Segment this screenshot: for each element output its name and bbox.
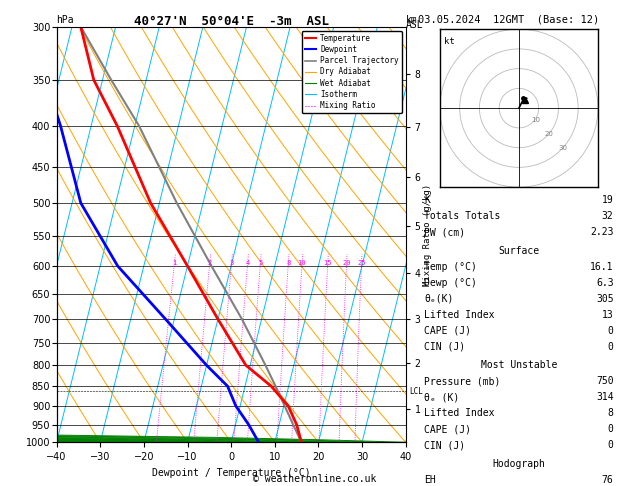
Text: 0: 0 xyxy=(608,424,613,434)
Y-axis label: Mixing Ratio (g/kg): Mixing Ratio (g/kg) xyxy=(423,183,432,286)
Text: PW (cm): PW (cm) xyxy=(425,227,465,237)
Text: ASL: ASL xyxy=(406,20,423,31)
Text: θₑ(K): θₑ(K) xyxy=(425,294,454,304)
Text: km: km xyxy=(406,15,418,25)
Text: Temp (°C): Temp (°C) xyxy=(425,261,477,272)
Text: 8: 8 xyxy=(286,260,290,266)
Text: CIN (J): CIN (J) xyxy=(425,440,465,451)
Text: 30: 30 xyxy=(559,145,568,151)
Text: 16.1: 16.1 xyxy=(590,261,613,272)
Text: 750: 750 xyxy=(596,376,613,386)
Text: 15: 15 xyxy=(323,260,332,266)
Text: 2.23: 2.23 xyxy=(590,227,613,237)
Text: K: K xyxy=(425,195,430,205)
Text: Lifted Index: Lifted Index xyxy=(425,310,495,320)
Text: © weatheronline.co.uk: © weatheronline.co.uk xyxy=(253,473,376,484)
Text: 2: 2 xyxy=(208,260,211,266)
Text: CAPE (J): CAPE (J) xyxy=(425,326,471,336)
Text: 0: 0 xyxy=(608,342,613,352)
Text: 0: 0 xyxy=(608,440,613,451)
Text: 8: 8 xyxy=(608,408,613,418)
Text: 40°27'N  50°04'E  -3m  ASL: 40°27'N 50°04'E -3m ASL xyxy=(133,15,329,28)
Text: LCL: LCL xyxy=(409,386,423,396)
Text: 305: 305 xyxy=(596,294,613,304)
Text: CIN (J): CIN (J) xyxy=(425,342,465,352)
Text: Hodograph: Hodograph xyxy=(493,459,545,469)
Text: CAPE (J): CAPE (J) xyxy=(425,424,471,434)
Text: 314: 314 xyxy=(596,392,613,402)
Text: 20: 20 xyxy=(342,260,351,266)
Text: EH: EH xyxy=(425,475,436,485)
Text: 20: 20 xyxy=(545,131,554,137)
Text: 6.3: 6.3 xyxy=(596,278,613,288)
Text: Surface: Surface xyxy=(498,245,540,256)
Text: Lifted Index: Lifted Index xyxy=(425,408,495,418)
Text: 5: 5 xyxy=(258,260,262,266)
Text: 10: 10 xyxy=(531,117,540,123)
Text: 03.05.2024  12GMT  (Base: 12): 03.05.2024 12GMT (Base: 12) xyxy=(418,15,599,25)
Legend: Temperature, Dewpoint, Parcel Trajectory, Dry Adiabat, Wet Adiabat, Isotherm, Mi: Temperature, Dewpoint, Parcel Trajectory… xyxy=(302,31,402,113)
Text: 25: 25 xyxy=(357,260,365,266)
Text: θₑ (K): θₑ (K) xyxy=(425,392,460,402)
Text: 1: 1 xyxy=(172,260,176,266)
Text: 4: 4 xyxy=(245,260,250,266)
Text: Dewp (°C): Dewp (°C) xyxy=(425,278,477,288)
Text: 3: 3 xyxy=(229,260,233,266)
Text: Totals Totals: Totals Totals xyxy=(425,211,501,221)
Text: Most Unstable: Most Unstable xyxy=(481,360,557,370)
Text: 76: 76 xyxy=(602,475,613,485)
Text: Pressure (mb): Pressure (mb) xyxy=(425,376,501,386)
Text: hPa: hPa xyxy=(57,15,74,25)
X-axis label: Dewpoint / Temperature (°C): Dewpoint / Temperature (°C) xyxy=(152,468,311,478)
Text: kt: kt xyxy=(444,37,455,46)
Text: 10: 10 xyxy=(298,260,306,266)
Text: 13: 13 xyxy=(602,310,613,320)
Text: 19: 19 xyxy=(602,195,613,205)
Text: 0: 0 xyxy=(608,326,613,336)
Text: 32: 32 xyxy=(602,211,613,221)
